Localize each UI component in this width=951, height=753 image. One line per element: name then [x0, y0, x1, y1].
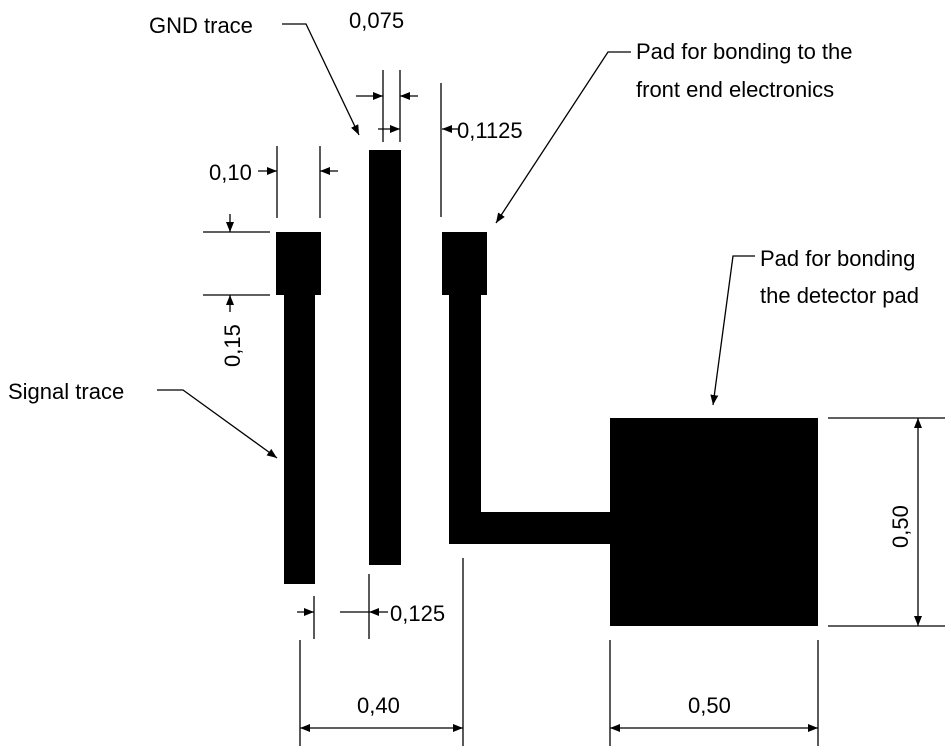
dim-detector-pad-height: 0,50	[828, 417, 945, 627]
signal-pad	[276, 232, 321, 295]
front-end-trace-vertical	[449, 295, 481, 544]
front-end-pad-label-line2: front end electronics	[636, 77, 834, 102]
gnd-trace-label: GND trace	[149, 13, 253, 38]
signal-trace-label: Signal trace	[8, 379, 124, 404]
callout-front-end-pad: Pad for bonding to the front end electro…	[495, 39, 853, 224]
dim-signal-pad-width: 0,10	[209, 146, 338, 218]
dim-gap-signal-gnd-label: 0,125	[390, 601, 445, 626]
detector-pad	[610, 418, 818, 626]
dim-signal-pad-height-label: 0,15	[220, 324, 245, 367]
signal-trace	[284, 295, 315, 584]
dim-gap-gnd-pad: 0,1125	[378, 83, 523, 217]
dim-total-span-label: 0,40	[357, 693, 400, 718]
dim-gnd-width: 0,075	[349, 8, 418, 142]
dim-detector-pad-width-label: 0,50	[688, 693, 731, 718]
dim-detector-pad-width: 0,50	[609, 640, 819, 746]
callout-signal-trace: Signal trace	[8, 379, 278, 459]
detector-pad-label-line2: the detector pad	[760, 283, 919, 308]
dim-signal-pad-width-label: 0,10	[209, 160, 252, 185]
dim-signal-pad-height: 0,15	[203, 214, 270, 367]
dim-total-span: 0,40	[299, 558, 464, 746]
dim-detector-pad-height-label: 0,50	[888, 505, 913, 548]
front-end-pad-label-line1: Pad for bonding to the	[636, 39, 853, 64]
detector-pad-label-line1: Pad for bonding	[760, 246, 915, 271]
front-end-trace-horizontal	[449, 512, 611, 544]
gnd-trace	[369, 150, 401, 565]
dim-gnd-width-label: 0,075	[349, 8, 404, 33]
front-end-pad	[442, 232, 487, 295]
callout-detector-pad: Pad for bonding the detector pad	[710, 246, 919, 406]
dim-gap-gnd-pad-label: 0,1125	[457, 118, 523, 143]
callout-gnd-trace: GND trace	[149, 13, 360, 136]
dim-gap-signal-gnd: 0,125	[297, 574, 445, 639]
